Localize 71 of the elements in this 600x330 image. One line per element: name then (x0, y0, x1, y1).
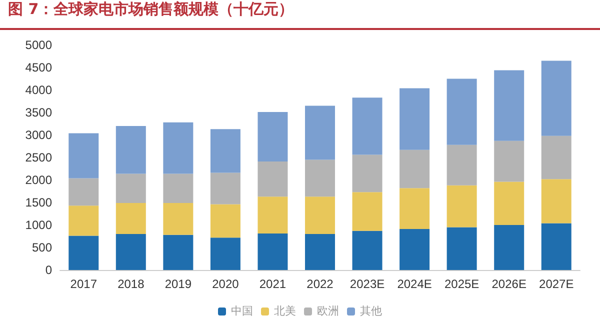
legend-label: 其他 (360, 304, 382, 318)
bar (68, 133, 99, 178)
bar (68, 178, 99, 206)
bar (541, 179, 572, 224)
bar (258, 162, 288, 197)
y-tick-label: 1000 (25, 218, 52, 232)
bar (163, 234, 194, 270)
bar (210, 204, 240, 238)
bar (400, 229, 430, 270)
x-tick-label: 2024E (397, 277, 432, 291)
bar (163, 174, 194, 203)
x-tick-label: 2026E (492, 277, 526, 291)
y-tick-label: 1500 (25, 196, 52, 210)
bar (116, 126, 146, 174)
chart-title: 图 7：全球家电市场销售额规模（十亿元） (0, 0, 600, 30)
bar (258, 196, 288, 234)
y-tick-label: 2500 (25, 150, 52, 164)
bar (446, 78, 477, 145)
x-tick-label: 2021 (259, 277, 286, 291)
bar (68, 236, 99, 270)
bar (352, 98, 382, 155)
legend-label: 北美 (274, 304, 296, 318)
x-tick-label: 2022 (306, 277, 334, 291)
y-tick-label: 0 (45, 263, 52, 277)
y-tick-label: 5000 (25, 38, 52, 52)
bar (305, 234, 335, 270)
bar (258, 112, 288, 162)
bar (494, 70, 524, 141)
bar (116, 234, 146, 270)
x-tick-label: 2025E (444, 277, 480, 291)
x-tick-label: 2020 (212, 277, 240, 291)
bar (210, 172, 240, 204)
bar (446, 227, 477, 270)
x-tick-label: 2027E (539, 277, 574, 291)
x-tick-label: 2023E (350, 277, 385, 291)
bar (400, 150, 430, 188)
bar (116, 202, 146, 234)
bar (400, 88, 430, 150)
bar (400, 188, 430, 230)
y-tick-label: 3500 (25, 106, 52, 120)
bar (541, 223, 572, 270)
y-tick-label: 500 (32, 240, 52, 254)
bar (494, 182, 524, 225)
bar (494, 225, 524, 270)
x-tick-label: 2019 (164, 277, 192, 291)
bar (446, 144, 477, 186)
bar (305, 160, 335, 197)
bar (541, 136, 572, 180)
legend-label: 中国 (231, 304, 253, 318)
bar (68, 206, 99, 236)
bar (352, 154, 382, 192)
bar (305, 106, 335, 160)
bar (494, 140, 524, 182)
bar (210, 129, 240, 173)
bar (258, 234, 288, 270)
x-tick-label: 2017 (70, 277, 98, 291)
bar (163, 122, 194, 174)
y-tick-label: 3000 (25, 128, 52, 142)
bar (541, 60, 572, 136)
legend-label: 欧洲 (317, 304, 339, 318)
y-tick-label: 2000 (25, 173, 52, 187)
bar (163, 202, 194, 235)
bar (446, 185, 477, 228)
bar (352, 192, 382, 231)
bar (116, 174, 146, 203)
bar (352, 230, 382, 270)
x-tick-label: 2018 (118, 277, 145, 291)
y-tick-label: 4000 (25, 83, 52, 97)
bar (305, 196, 335, 234)
y-tick-label: 4500 (25, 60, 52, 74)
bar (210, 238, 240, 270)
